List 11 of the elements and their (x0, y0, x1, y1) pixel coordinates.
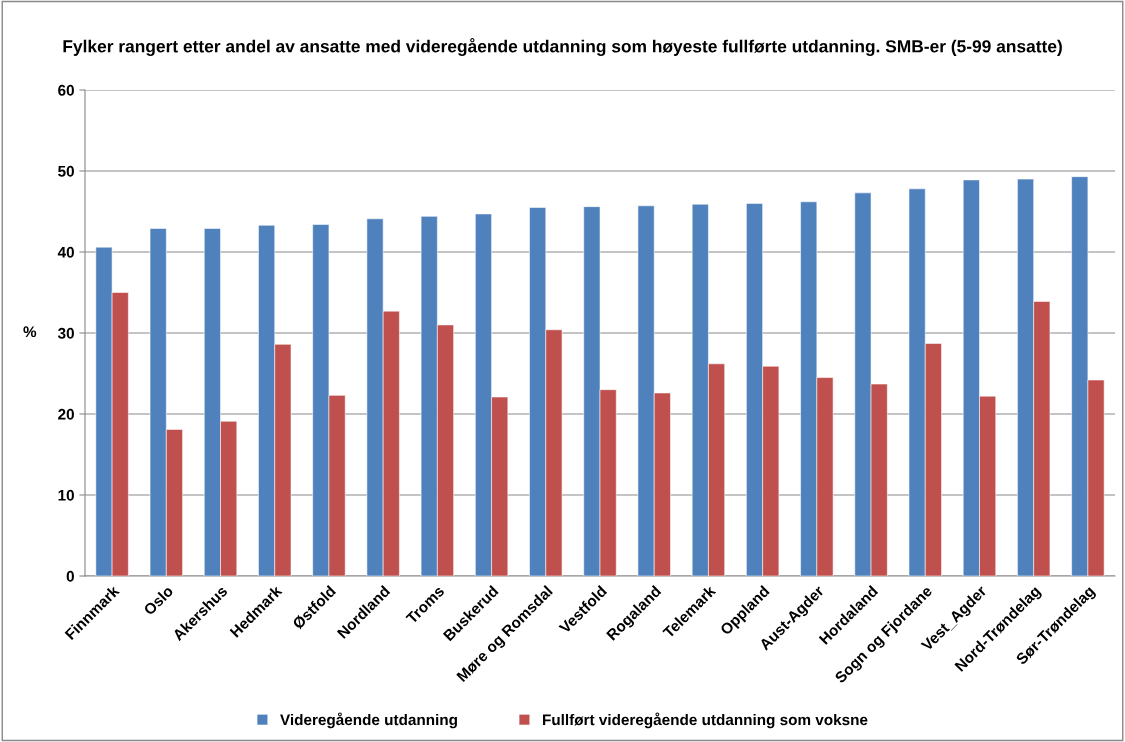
y-tick-label: 20 (58, 408, 74, 420)
y-tick-label: 60 (58, 84, 74, 96)
y-tick-label: 40 (57, 246, 74, 258)
chart-title: Fylker rangert etter andel av ansatte med videregående utdanning som høyeste fullførte utdanning. SMB-er (5-99 ansatte) (63, 38, 1062, 56)
legend-label: Videregående utdanning (280, 712, 457, 729)
y-tick-label: 50 (58, 165, 74, 177)
y-tick-label: 10 (58, 489, 74, 501)
y-tick-label: 30 (57, 327, 74, 339)
legend-label: Fullført videregående utdanning som voksne (543, 712, 868, 729)
y-axis-title: % (23, 326, 37, 338)
y-tick-label: 0 (66, 570, 74, 582)
